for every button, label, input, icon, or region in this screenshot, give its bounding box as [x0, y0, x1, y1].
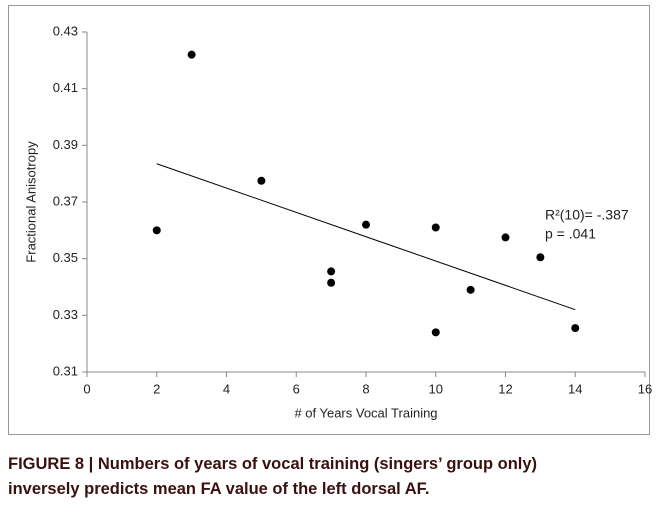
- y-tick-label: 0.37: [53, 193, 78, 208]
- y-tick-label: 0.35: [53, 250, 78, 265]
- data-point: [431, 223, 440, 232]
- chart: # of Years Vocal Training Fractional Ani…: [8, 5, 652, 435]
- data-point: [536, 253, 545, 262]
- y-tick-label: 0.33: [53, 307, 78, 322]
- data-point: [257, 176, 266, 185]
- x-tick-label: 8: [362, 381, 369, 396]
- x-tick-label: 14: [568, 381, 582, 396]
- x-tick-label: 0: [83, 381, 90, 396]
- data-point: [327, 267, 336, 276]
- data-point: [466, 285, 475, 294]
- x-tick-label: 12: [498, 381, 512, 396]
- data-point: [571, 324, 580, 333]
- data-point: [431, 328, 440, 337]
- data-point: [327, 278, 336, 287]
- y-tick-label: 0.43: [53, 23, 78, 38]
- chart-frame: [8, 5, 650, 435]
- data-point: [362, 220, 370, 229]
- x-tick-label: 10: [429, 381, 443, 396]
- annotation: p = .041: [545, 226, 596, 242]
- x-tick-label: 16: [638, 381, 652, 396]
- x-tick-label: 6: [293, 381, 300, 396]
- x-tick-label: 2: [153, 381, 160, 396]
- x-tick-label: 4: [223, 381, 230, 396]
- annotation: R²(10)= -.387: [545, 207, 629, 223]
- trendline: [156, 163, 576, 311]
- y-axis-label: Fractional Anisotropy: [23, 141, 38, 263]
- figure-caption: FIGURE 8 | Numbers of years of vocal tra…: [8, 455, 538, 498]
- y-tick-label: 0.31: [53, 363, 78, 378]
- y-tick-label: 0.39: [53, 137, 78, 152]
- data-point: [501, 233, 510, 242]
- data-point: [187, 50, 196, 59]
- y-tick-label: 0.41: [53, 80, 78, 95]
- data-point: [152, 226, 161, 235]
- x-axis-label: # of Years Vocal Training: [294, 405, 437, 420]
